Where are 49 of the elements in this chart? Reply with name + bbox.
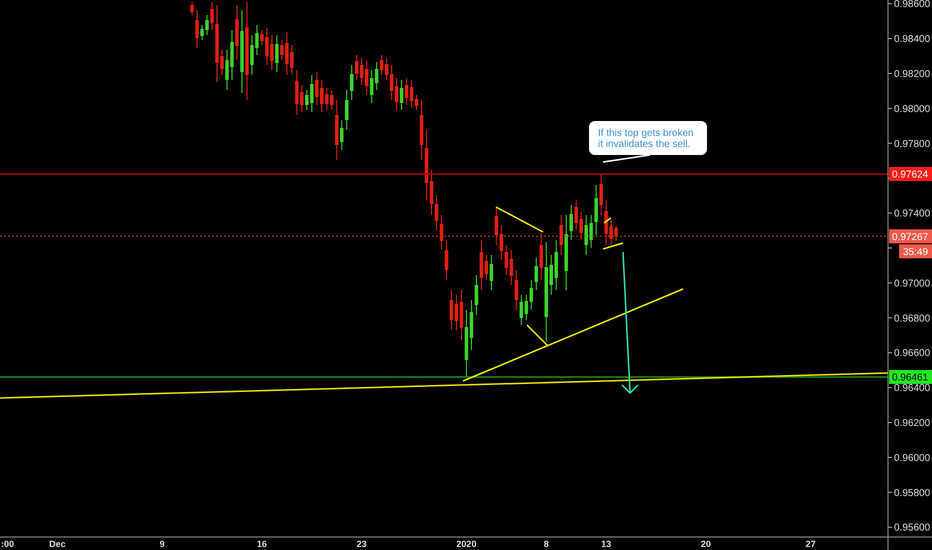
ref-line-label: 0.97624 xyxy=(892,169,929,180)
x-tick-label: 9 xyxy=(160,539,165,549)
candlestick xyxy=(400,79,404,110)
x-tick-label: 16 xyxy=(256,539,267,549)
candlestick xyxy=(594,184,598,236)
text: 35:49 xyxy=(902,246,928,258)
candlestick xyxy=(434,194,438,231)
annotation: If this top gets broken it invalidates the sell. xyxy=(598,128,694,150)
x-tick-label: 20 xyxy=(700,539,711,549)
y-tick-label: 0.98600 xyxy=(894,0,931,10)
y-tick-label: 0.98000 xyxy=(894,104,931,115)
candlestick xyxy=(275,34,279,73)
candlestick xyxy=(190,1,194,16)
x-tick-label: 2020 xyxy=(456,539,476,549)
candlestick xyxy=(195,9,199,48)
candlestick xyxy=(569,204,573,240)
candlestick xyxy=(540,232,544,280)
y-tick-label: 0.96400 xyxy=(894,383,931,394)
ref-line-label: 0.96461 xyxy=(892,372,929,384)
x-tick-label: 8 xyxy=(544,539,549,549)
candlestick xyxy=(210,1,214,31)
candlestick xyxy=(599,173,603,216)
x-tick-label: 27 xyxy=(806,539,816,549)
candlestick xyxy=(350,64,354,100)
candlestick xyxy=(514,269,518,310)
x-tick-label: 13 xyxy=(601,539,612,549)
candlestick xyxy=(474,274,478,316)
y-tick-label: 0.98200 xyxy=(894,68,931,80)
candlestick xyxy=(444,239,448,280)
ref-line-label: 0.97267 xyxy=(892,232,929,243)
y-tick-label: 0.97400 xyxy=(894,208,931,220)
y-tick-label: 0.98400 xyxy=(894,34,931,46)
candlestick xyxy=(340,120,344,151)
y-tick-label: 0.96600 xyxy=(894,348,931,360)
candlestick xyxy=(344,90,348,131)
y-tick-label: 0.97800 xyxy=(894,138,931,150)
y-tick-label: 0.96200 xyxy=(894,418,931,430)
y-tick-label: 0.96000 xyxy=(894,452,931,464)
candlestick xyxy=(490,254,494,291)
x-tick-label: Dec xyxy=(49,539,66,549)
y-tick-label: 0.95800 xyxy=(894,488,931,499)
y-tick-label: 0.96800 xyxy=(894,313,931,324)
candlestick xyxy=(440,214,444,250)
candlestick xyxy=(534,257,538,291)
y-tick-label: 0.95600 xyxy=(894,522,931,534)
candlestick xyxy=(559,214,563,256)
x-tick-label: :00 xyxy=(0,539,14,549)
y-tick-label: 0.97000 xyxy=(894,278,931,290)
x-tick-label: 23 xyxy=(356,539,367,549)
